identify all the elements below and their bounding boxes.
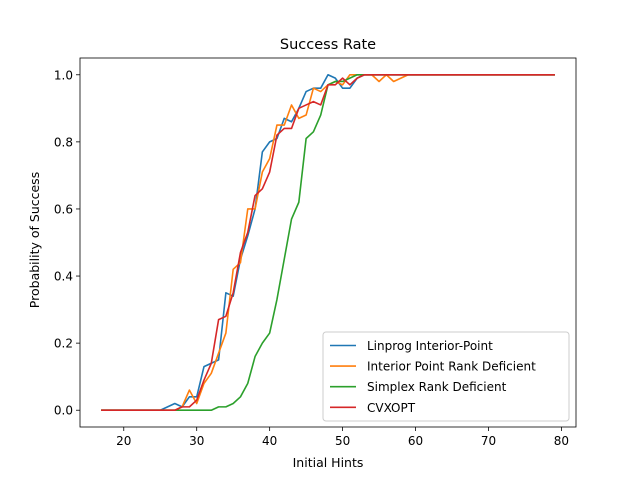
y-tick-label: 0.6 — [54, 202, 73, 216]
chart-title: Success Rate — [280, 37, 376, 53]
y-tick-label: 0.8 — [54, 135, 73, 149]
x-tick-label: 40 — [262, 434, 277, 448]
x-axis-label: Initial Hints — [293, 455, 364, 470]
x-tick-label: 30 — [189, 434, 204, 448]
legend: Linprog Interior-Point Interior Point Ran… — [322, 331, 570, 422]
x-axis-ticks: 20 30 40 50 60 70 80 — [116, 427, 569, 448]
legend-box — [322, 331, 570, 422]
x-tick-label: 70 — [481, 434, 496, 448]
plot-lines — [101, 73, 555, 412]
legend-label: Simplex Rank Deficient — [367, 380, 507, 394]
legend-label: Linprog Interior-Point — [367, 339, 493, 353]
plot-frame — [79, 57, 577, 428]
x-tick-label: 60 — [408, 434, 423, 448]
y-tick-label: 0.0 — [54, 404, 73, 418]
legend-label: Interior Point Rank Deficient — [367, 360, 536, 374]
y-tick-label: 1.0 — [54, 68, 73, 82]
x-tick-label: 50 — [335, 434, 350, 448]
x-tick-label: 20 — [116, 434, 131, 448]
legend-label: CVXOPT — [367, 401, 416, 415]
y-axis-ticks: 0.0 0.2 0.4 0.6 0.8 1.0 — [54, 68, 80, 418]
series-line-4 — [101, 73, 555, 412]
x-tick-label: 80 — [554, 434, 569, 448]
y-tick-label: 0.4 — [54, 270, 73, 284]
y-tick-label: 0.2 — [54, 337, 73, 351]
y-axis-label: Probability of Success — [27, 172, 42, 308]
